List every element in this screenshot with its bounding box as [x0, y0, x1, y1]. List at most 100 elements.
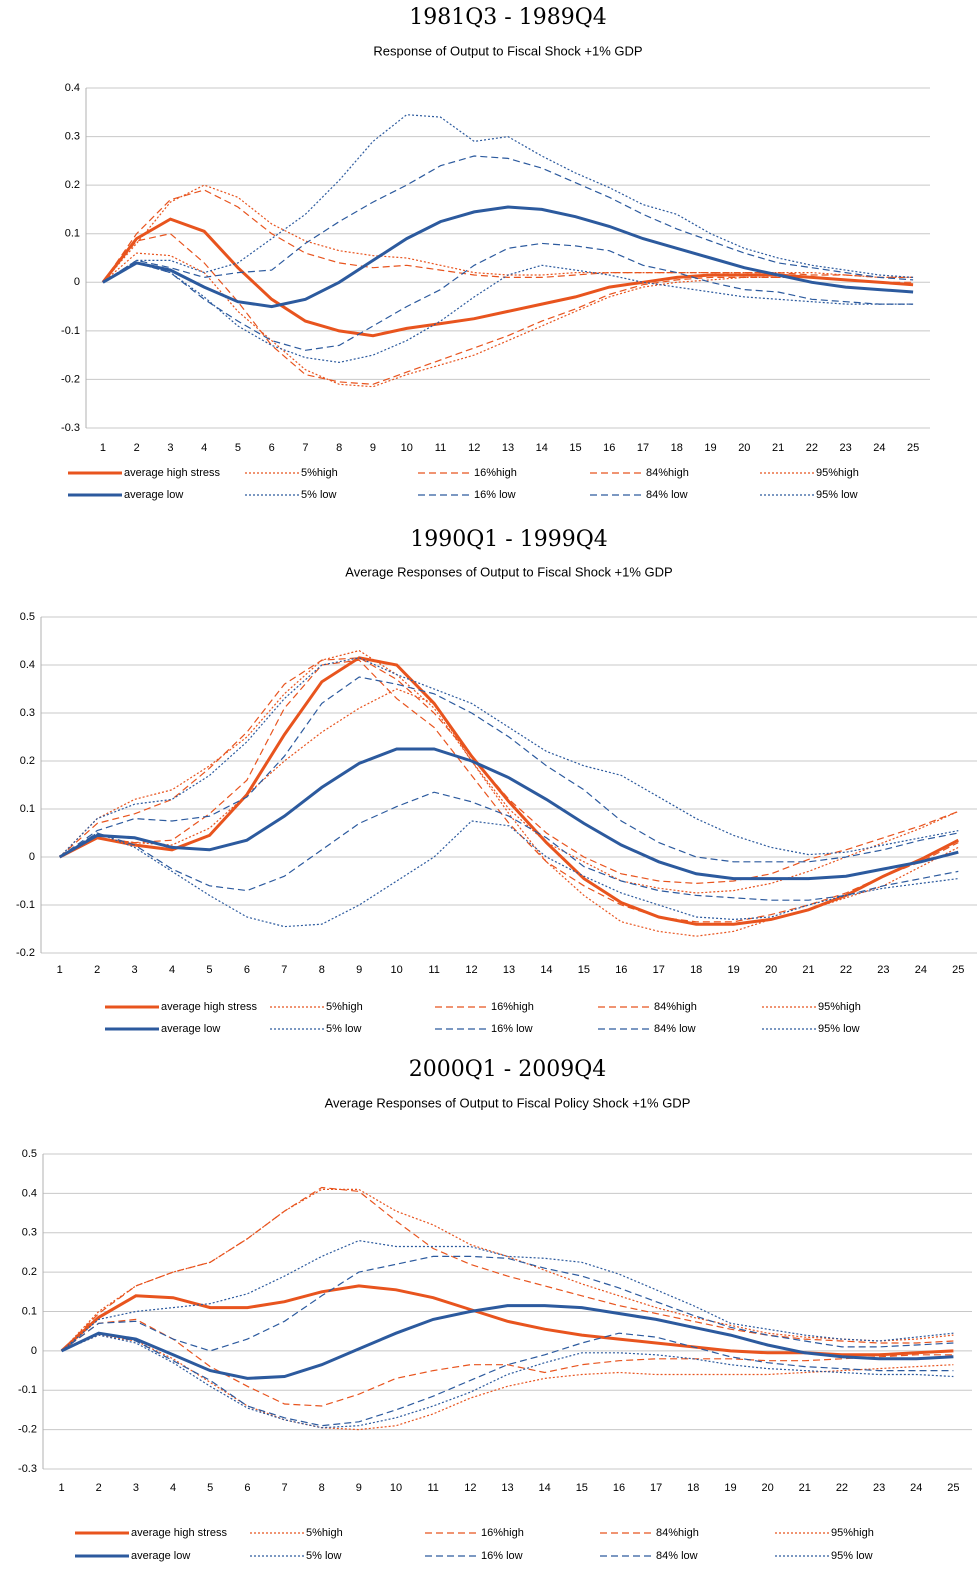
y-tick-label: 0.4 [65, 82, 80, 94]
x-tick-label: 4 [170, 1482, 176, 1494]
y-tick-label: 0.1 [22, 1305, 37, 1317]
x-tick-label: 3 [167, 442, 173, 454]
y-tick-label: 0 [74, 276, 80, 288]
series-line [60, 1304, 954, 1380]
x-tick-label: 8 [336, 442, 342, 454]
x-tick-label: 18 [690, 964, 702, 976]
y-tick-label: 0.3 [20, 707, 35, 719]
x-tick-label: 20 [761, 1482, 773, 1494]
x-tick-label: 5 [235, 442, 241, 454]
x-tick-label: 25 [947, 1482, 959, 1494]
legend-label: 5% low [326, 1023, 362, 1035]
x-tick-label: 17 [650, 1482, 662, 1494]
series-line [59, 649, 959, 894]
x-tick-label: 14 [540, 964, 552, 976]
x-tick-label: 19 [704, 442, 716, 454]
x-tick-label: 5 [206, 964, 212, 976]
legend-label: 84% low [646, 489, 688, 501]
y-tick-label: 0.2 [20, 755, 35, 767]
legend-label: 16%high [474, 467, 517, 479]
x-tick-label: 3 [132, 964, 138, 976]
y-tick-label: -0.3 [61, 422, 80, 434]
y-tick-label: 0.2 [22, 1266, 37, 1278]
x-tick-label: 4 [201, 442, 207, 454]
x-tick-label: 9 [370, 442, 376, 454]
legend-label: 84%high [656, 1527, 699, 1539]
x-tick-label: 21 [802, 964, 814, 976]
y-tick-label: 0.4 [20, 659, 35, 671]
chart-subtitle: Average Responses of Output to Fiscal Po… [325, 1095, 691, 1110]
x-tick-label: 13 [501, 1482, 513, 1494]
x-tick-label: 7 [281, 964, 287, 976]
legend-label: 5%high [301, 467, 338, 479]
x-tick-label: 18 [671, 442, 683, 454]
x-tick-label: 23 [839, 442, 851, 454]
x-tick-label: 13 [503, 964, 515, 976]
legend-label: 95% low [818, 1023, 860, 1035]
chart-subtitle: Response of Output to Fiscal Shock +1% G… [373, 43, 642, 58]
x-tick-label: 21 [799, 1482, 811, 1494]
x-tick-label: 11 [427, 1482, 438, 1494]
x-tick-label: 22 [836, 1482, 848, 1494]
x-tick-label: 10 [390, 1482, 402, 1494]
x-tick-label: 15 [578, 964, 590, 976]
x-tick-label: 2 [94, 964, 100, 976]
x-tick-label: 6 [244, 1482, 250, 1494]
legend-label: 16% low [491, 1023, 533, 1035]
x-tick-label: 20 [765, 964, 777, 976]
x-tick-label: 9 [356, 1482, 362, 1494]
series-line [59, 676, 959, 863]
legend-label: 95%high [816, 467, 859, 479]
x-tick-label: 12 [464, 1482, 476, 1494]
series-line [59, 659, 959, 923]
x-tick-label: 12 [468, 442, 480, 454]
x-tick-label: 13 [502, 442, 514, 454]
x-tick-label: 23 [877, 964, 889, 976]
series-line [59, 657, 959, 885]
legend-label: 84%high [646, 467, 689, 479]
x-tick-label: 24 [873, 442, 885, 454]
series-line [61, 1239, 954, 1352]
series-line [61, 1186, 954, 1352]
x-tick-label: 24 [910, 1482, 922, 1494]
x-tick-label: 25 [907, 442, 919, 454]
legend-label: 5% low [301, 489, 337, 501]
legend-label: average low [124, 489, 183, 501]
y-tick-label: 0.3 [65, 130, 80, 142]
series-line [102, 114, 914, 283]
x-tick-label: 9 [356, 964, 362, 976]
x-tick-label: 22 [840, 964, 852, 976]
chart-title: 2000Q1 - 2009Q4 [409, 1057, 606, 1082]
x-tick-label: 23 [873, 1482, 885, 1494]
legend-label: 16% low [481, 1550, 523, 1562]
legend-label: average high stress [131, 1527, 227, 1539]
y-tick-label: 0.5 [20, 611, 35, 623]
series-line [102, 189, 914, 283]
series-line [102, 205, 914, 309]
x-tick-label: 17 [653, 964, 665, 976]
series-line [59, 657, 959, 858]
y-tick-label: -0.1 [18, 1384, 37, 1396]
legend-label: 5%high [326, 1001, 363, 1013]
y-tick-label: -0.3 [18, 1463, 37, 1475]
x-tick-label: 18 [687, 1482, 699, 1494]
x-tick-label: 2 [134, 442, 140, 454]
x-tick-label: 1 [57, 964, 63, 976]
legend-label: average high stress [161, 1001, 257, 1013]
chart-title: 1990Q1 - 1999Q4 [410, 527, 607, 552]
y-tick-label: 0 [29, 851, 35, 863]
series-line [61, 1318, 954, 1407]
legend-label: 16%high [481, 1527, 524, 1539]
x-tick-label: 7 [281, 1482, 287, 1494]
x-tick-label: 6 [269, 442, 275, 454]
series-line [58, 747, 959, 881]
series-line [59, 791, 959, 901]
legend-label: 5% low [306, 1550, 342, 1562]
x-tick-label: 6 [244, 964, 250, 976]
x-tick-label: 14 [536, 442, 548, 454]
series-line [102, 262, 914, 364]
x-tick-label: 24 [915, 964, 927, 976]
y-tick-label: -0.1 [61, 325, 80, 337]
x-tick-label: 5 [207, 1482, 213, 1494]
